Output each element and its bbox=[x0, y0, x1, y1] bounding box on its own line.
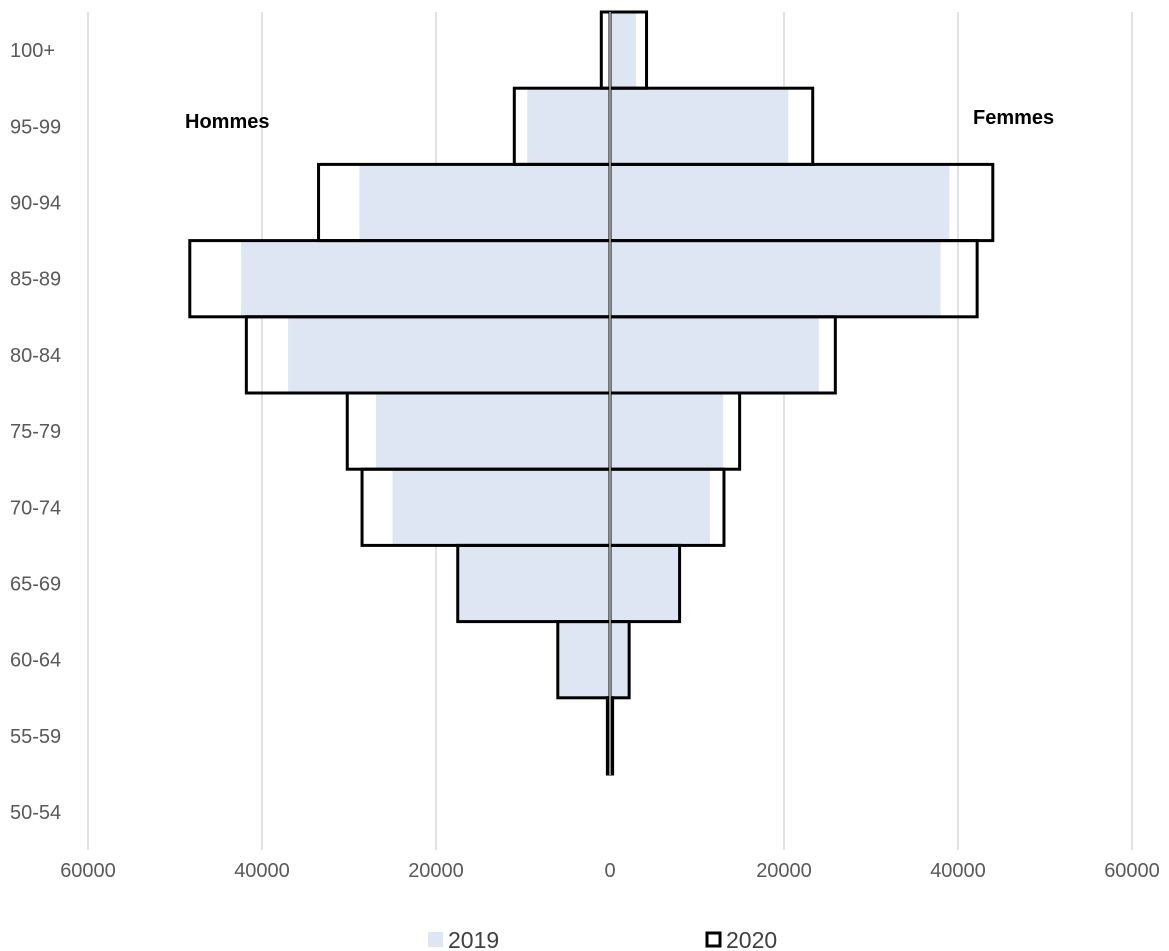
legend: 2019 2020 bbox=[428, 927, 777, 951]
hommes-label: Hommes bbox=[185, 111, 269, 133]
bar-2019-hommes-85-89 bbox=[241, 240, 610, 317]
age-label-55-59: 55-59 bbox=[10, 726, 61, 748]
age-label-70-74: 70-74 bbox=[10, 497, 61, 519]
x-tick-label: 60000 bbox=[60, 860, 116, 882]
x-tick-label: 0 bbox=[604, 860, 615, 882]
bar-2019-hommes-60-64 bbox=[557, 621, 610, 698]
bar-2019-femmes-95-99 bbox=[610, 88, 789, 165]
bar-2019-hommes-95-99 bbox=[527, 88, 610, 165]
age-label-90-94: 90-94 bbox=[10, 193, 61, 215]
age-label-60-64: 60-64 bbox=[10, 650, 61, 672]
age-label-100+: 100+ bbox=[10, 40, 55, 62]
bar-2019-hommes-70-74 bbox=[392, 469, 610, 546]
age-label-75-79: 75-79 bbox=[10, 421, 61, 443]
legend-swatch-2020 bbox=[705, 931, 722, 948]
bar-2019-femmes-65-69 bbox=[610, 545, 680, 622]
bar-2019-femmes-75-79 bbox=[610, 393, 724, 470]
bar-2019-hommes-90-94 bbox=[359, 164, 610, 241]
x-tick-label: 60000 bbox=[1104, 860, 1160, 882]
age-label-50-54: 50-54 bbox=[10, 802, 61, 824]
age-label-80-84: 80-84 bbox=[10, 345, 61, 367]
age-label-95-99: 95-99 bbox=[10, 116, 61, 138]
bars-2019 bbox=[241, 12, 950, 698]
bar-2019-femmes-85-89 bbox=[610, 240, 941, 317]
x-tick-label: 20000 bbox=[756, 860, 812, 882]
bar-2019-femmes-80-84 bbox=[610, 316, 819, 393]
x-tick-label: 20000 bbox=[408, 860, 464, 882]
bar-2019-femmes-100+ bbox=[610, 12, 637, 89]
legend-swatch-2019 bbox=[428, 932, 443, 947]
bar-2019-hommes-75-79 bbox=[375, 393, 610, 470]
x-tick-label: 40000 bbox=[234, 860, 290, 882]
bar-2019-femmes-90-94 bbox=[610, 164, 950, 241]
age-label-65-69: 65-69 bbox=[10, 574, 61, 596]
legend-label-2019: 2019 bbox=[448, 927, 499, 951]
legend-label-2020: 2020 bbox=[726, 927, 777, 951]
bar-2019-femmes-60-64 bbox=[610, 621, 630, 698]
age-group-labels: 100+ 95-99 90-94 85-89 80-84 75-79 70-74 65-69 6… bbox=[10, 40, 61, 824]
x-tick-labels: 60000 40000 20000 0 20000 40000 60000 bbox=[60, 860, 1160, 882]
femmes-label: Femmes bbox=[973, 107, 1054, 129]
x-tick-label: 40000 bbox=[930, 860, 986, 882]
bar-2019-hommes-80-84 bbox=[288, 316, 610, 393]
age-label-85-89: 85-89 bbox=[10, 269, 61, 291]
bar-2019-hommes-65-69 bbox=[457, 545, 610, 622]
bar-2019-femmes-70-74 bbox=[610, 469, 711, 546]
